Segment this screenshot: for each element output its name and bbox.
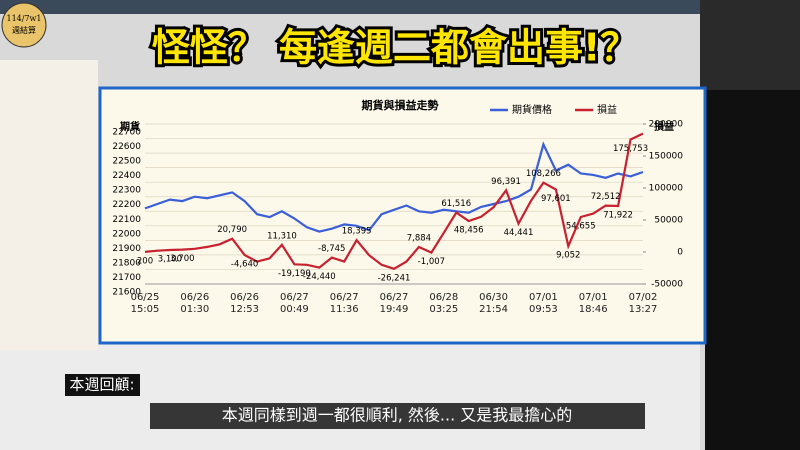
data-label: 200 <box>137 256 153 266</box>
legend-label: 期貨價格 <box>512 103 552 116</box>
side-panel <box>705 90 800 450</box>
chart-title: 期貨與損益走勢 <box>362 98 439 112</box>
data-label: 11,310 <box>267 231 297 241</box>
x-tick-label: 06/27 11:36 <box>329 292 359 315</box>
x-tick-label: 06/25 15:05 <box>130 292 160 315</box>
subtitle: 本週同樣到週一都很順利, 然後... 又是我最擔心的 <box>222 406 573 425</box>
y-tick-label: 22100 <box>112 215 141 225</box>
x-tick-label: 06/26 12:53 <box>230 292 259 315</box>
data-label: 44,441 <box>504 228 534 238</box>
data-label: 175,753 <box>613 144 648 154</box>
y2-axis-title: 損益 <box>654 120 674 133</box>
y-tick-label: 22600 <box>112 142 141 152</box>
y2-tick-label: 50000 <box>654 216 683 226</box>
y-tick-label: 21800 <box>112 258 141 268</box>
x-tick-label: 07/02 13:27 <box>628 292 658 315</box>
x-tick-label: 06/27 00:49 <box>279 292 309 315</box>
data-label: 108,266 <box>526 169 561 179</box>
data-label: 3,700 <box>170 254 194 264</box>
toolbar <box>0 0 800 14</box>
caption-label: 本週回顧: <box>69 376 134 394</box>
data-label: 97,601 <box>541 194 571 204</box>
data-label: 7,884 <box>407 233 431 243</box>
badge-line: 週結算 <box>12 25 36 35</box>
caption-box <box>65 374 140 396</box>
data-label: 72,512 <box>591 192 621 202</box>
x-tick-label: 06/30 21:54 <box>479 292 508 315</box>
line-series <box>144 132 644 270</box>
y-tick-label: 21600 <box>112 288 141 298</box>
data-label: -4,640 <box>231 259 258 269</box>
data-label: 18,395 <box>342 227 372 237</box>
data-label: 48,456 <box>454 225 484 235</box>
x-tick-label: 07/01 09:53 <box>528 292 558 315</box>
y-tick-label: 21900 <box>112 244 141 254</box>
data-label: -1,007 <box>418 257 445 267</box>
y-axis-title: 期貨 <box>120 120 140 133</box>
badge-line: 114/7w1 <box>7 14 42 23</box>
y2-tick-label: 0 <box>677 248 683 258</box>
y2-tick-label: 150000 <box>649 152 684 162</box>
left-panel <box>0 60 98 350</box>
data-label: -24,440 <box>303 272 336 282</box>
y-tick-label: 22200 <box>112 200 141 210</box>
data-label: 71,922 <box>603 210 633 220</box>
data-label: -19,190 <box>278 269 311 279</box>
data-label: 54,655 <box>566 222 596 232</box>
badge <box>1 2 47 48</box>
y2-tick-label: -50000 <box>651 280 683 290</box>
y-tick-label: 22000 <box>112 229 141 239</box>
headline: 怪怪？ 每逢週二都會出事!？ <box>152 26 639 70</box>
x-tick-label: 07/01 18:46 <box>578 292 608 315</box>
y-tick-label: 22500 <box>112 157 141 167</box>
data-label: -8,745 <box>318 244 345 254</box>
y-tick-label: 22700 <box>112 128 141 138</box>
data-label: -26,241 <box>378 273 411 283</box>
data-label: 61,516 <box>441 199 471 209</box>
x-tick-label: 06/26 01:30 <box>180 292 210 315</box>
y2-tick-label: 100000 <box>649 184 684 194</box>
y2-tick-label: 200000 <box>649 120 684 130</box>
data-label: 20,790 <box>217 225 247 235</box>
x-tick-label: 06/28 03:25 <box>429 292 459 315</box>
line-series <box>144 141 644 233</box>
legend-label: 損益 <box>597 103 617 116</box>
data-label: 9,052 <box>556 251 580 261</box>
chart-panel <box>98 86 707 345</box>
subtitle-box <box>150 403 645 429</box>
x-tick-label: 06/27 19:49 <box>379 292 409 315</box>
side-panel-top <box>700 0 800 90</box>
y-tick-label: 22300 <box>112 186 141 196</box>
data-label: 3,100 <box>158 255 182 265</box>
y-tick-label: 22400 <box>112 171 141 181</box>
y-tick-label: 21700 <box>112 273 141 283</box>
data-label: 96,391 <box>491 177 521 187</box>
